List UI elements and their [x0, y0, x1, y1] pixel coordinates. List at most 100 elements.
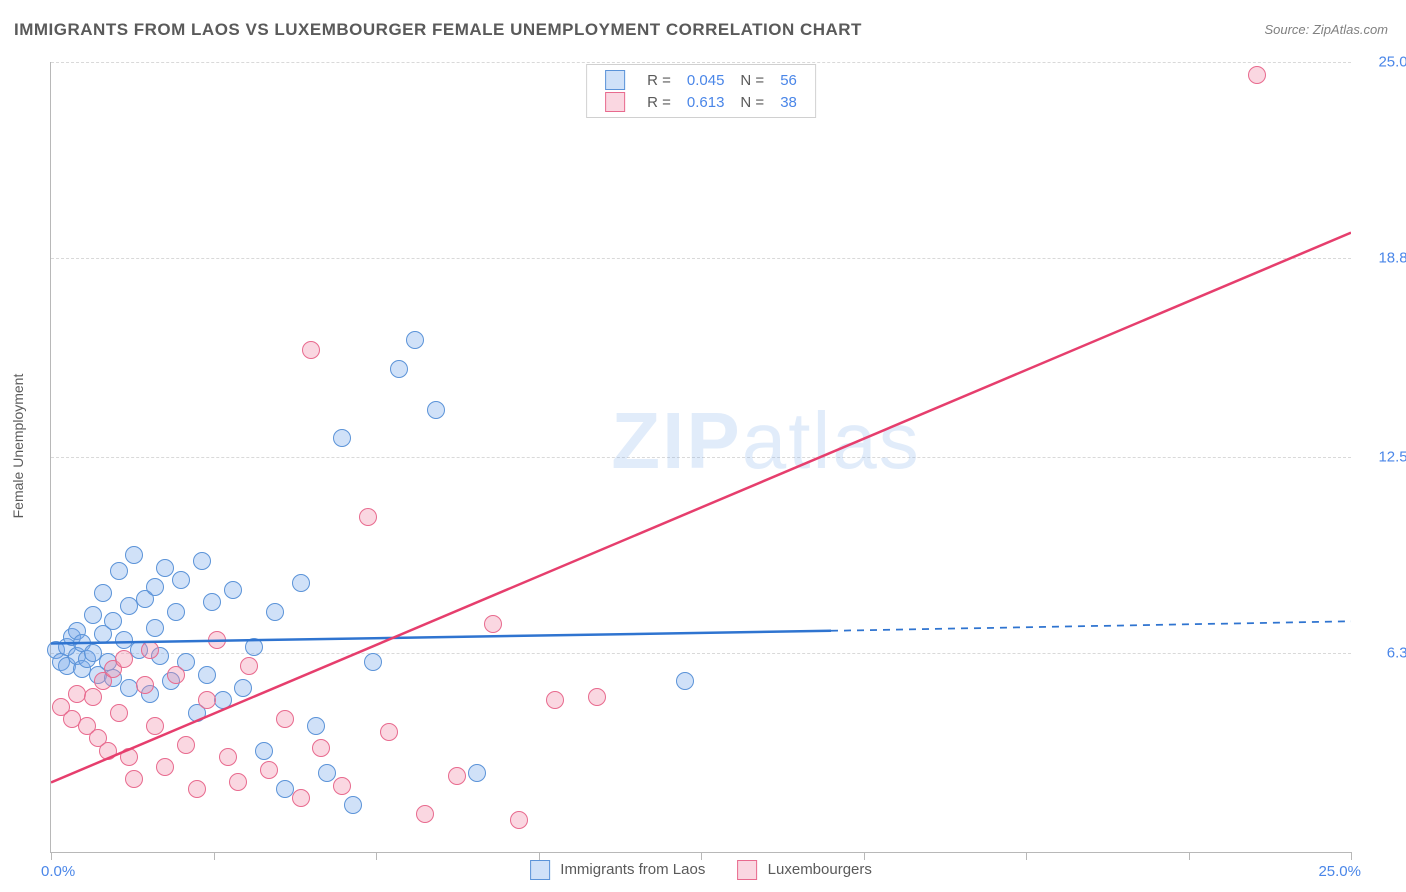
data-point-lux: [484, 615, 502, 633]
watermark: ZIPatlas: [611, 395, 920, 487]
correlation-legend: R = 0.045 N = 56 R = 0.613 N = 38: [586, 64, 816, 118]
data-point-laos: [468, 764, 486, 782]
x-tick: [864, 852, 865, 860]
x-tick: [1026, 852, 1027, 860]
data-point-lux: [312, 739, 330, 757]
data-point-lux: [125, 770, 143, 788]
data-point-laos: [307, 717, 325, 735]
data-point-lux: [260, 761, 278, 779]
x-tick: [539, 852, 540, 860]
data-point-lux: [115, 650, 133, 668]
data-point-laos: [333, 429, 351, 447]
data-point-laos: [255, 742, 273, 760]
legend-label-laos: Immigrants from Laos: [560, 861, 705, 878]
data-point-laos: [125, 546, 143, 564]
data-point-lux: [588, 688, 606, 706]
x-tick-first: 0.0%: [41, 863, 75, 880]
data-point-laos: [224, 581, 242, 599]
data-point-lux: [302, 341, 320, 359]
data-point-laos: [292, 574, 310, 592]
data-point-laos: [676, 672, 694, 690]
legend-item-lux: Luxembourgers: [737, 861, 871, 878]
y-tick-label: 6.3%: [1361, 644, 1406, 661]
x-tick: [214, 852, 215, 860]
x-tick: [376, 852, 377, 860]
swatch-lux: [605, 92, 625, 112]
legend-row-laos: R = 0.045 N = 56: [597, 69, 805, 91]
data-point-lux: [416, 805, 434, 823]
data-point-laos: [167, 603, 185, 621]
x-tick-last: 25.0%: [1318, 863, 1361, 880]
n-label: N =: [732, 91, 772, 113]
r-label: R =: [639, 91, 679, 113]
source-attribution: Source: ZipAtlas.com: [1264, 22, 1388, 37]
data-point-lux: [136, 676, 154, 694]
data-point-laos: [193, 552, 211, 570]
data-point-laos: [344, 796, 362, 814]
data-point-lux: [546, 691, 564, 709]
chart-title: IMMIGRANTS FROM LAOS VS LUXEMBOURGER FEM…: [14, 20, 862, 40]
x-tick: [1351, 852, 1352, 860]
data-point-laos: [198, 666, 216, 684]
data-point-laos: [94, 584, 112, 602]
data-point-lux: [448, 767, 466, 785]
data-point-lux: [219, 748, 237, 766]
r-label: R =: [639, 69, 679, 91]
data-point-laos: [110, 562, 128, 580]
data-point-lux: [240, 657, 258, 675]
data-point-lux: [292, 789, 310, 807]
data-point-lux: [188, 780, 206, 798]
watermark-light: atlas: [742, 396, 921, 485]
data-point-lux: [198, 691, 216, 709]
y-axis-label: Female Unemployment: [10, 374, 26, 519]
swatch-lux-bottom: [737, 860, 757, 880]
legend-label-lux: Luxembourgers: [768, 861, 872, 878]
data-point-lux: [510, 811, 528, 829]
data-point-laos: [390, 360, 408, 378]
plot-area: ZIPatlas R = 0.045 N = 56 R = 0.613 N = …: [50, 62, 1351, 853]
series-legend: Immigrants from Laos Luxembourgers: [516, 860, 886, 880]
trend-line: [51, 631, 831, 644]
grid-line: [51, 258, 1351, 259]
data-point-laos: [245, 638, 263, 656]
data-point-lux: [146, 717, 164, 735]
n-value-lux: 38: [772, 91, 805, 113]
data-point-lux: [156, 758, 174, 776]
y-tick-label: 12.5%: [1361, 449, 1406, 466]
data-point-lux: [208, 631, 226, 649]
x-tick: [51, 852, 52, 860]
data-point-laos: [146, 578, 164, 596]
data-point-laos: [104, 612, 122, 630]
data-point-laos: [266, 603, 284, 621]
y-tick-label: 18.8%: [1361, 249, 1406, 266]
watermark-bold: ZIP: [611, 396, 741, 485]
data-point-lux: [177, 736, 195, 754]
data-point-laos: [234, 679, 252, 697]
data-point-lux: [110, 704, 128, 722]
x-tick: [1189, 852, 1190, 860]
legend-row-lux: R = 0.613 N = 38: [597, 91, 805, 113]
r-value-lux: 0.613: [679, 91, 733, 113]
data-point-lux: [120, 748, 138, 766]
trend-line: [831, 621, 1351, 630]
data-point-laos: [84, 606, 102, 624]
r-value-laos: 0.045: [679, 69, 733, 91]
legend-item-laos: Immigrants from Laos: [530, 861, 709, 878]
data-point-laos: [146, 619, 164, 637]
trend-line: [51, 233, 1351, 783]
data-point-lux: [333, 777, 351, 795]
grid-line: [51, 653, 1351, 654]
data-point-lux: [141, 641, 159, 659]
n-label: N =: [732, 69, 772, 91]
swatch-laos-bottom: [530, 860, 550, 880]
data-point-laos: [203, 593, 221, 611]
n-value-laos: 56: [772, 69, 805, 91]
data-point-lux: [229, 773, 247, 791]
data-point-laos: [406, 331, 424, 349]
data-point-laos: [427, 401, 445, 419]
data-point-laos: [214, 691, 232, 709]
x-tick: [701, 852, 702, 860]
data-point-lux: [359, 508, 377, 526]
data-point-laos: [172, 571, 190, 589]
data-point-laos: [318, 764, 336, 782]
